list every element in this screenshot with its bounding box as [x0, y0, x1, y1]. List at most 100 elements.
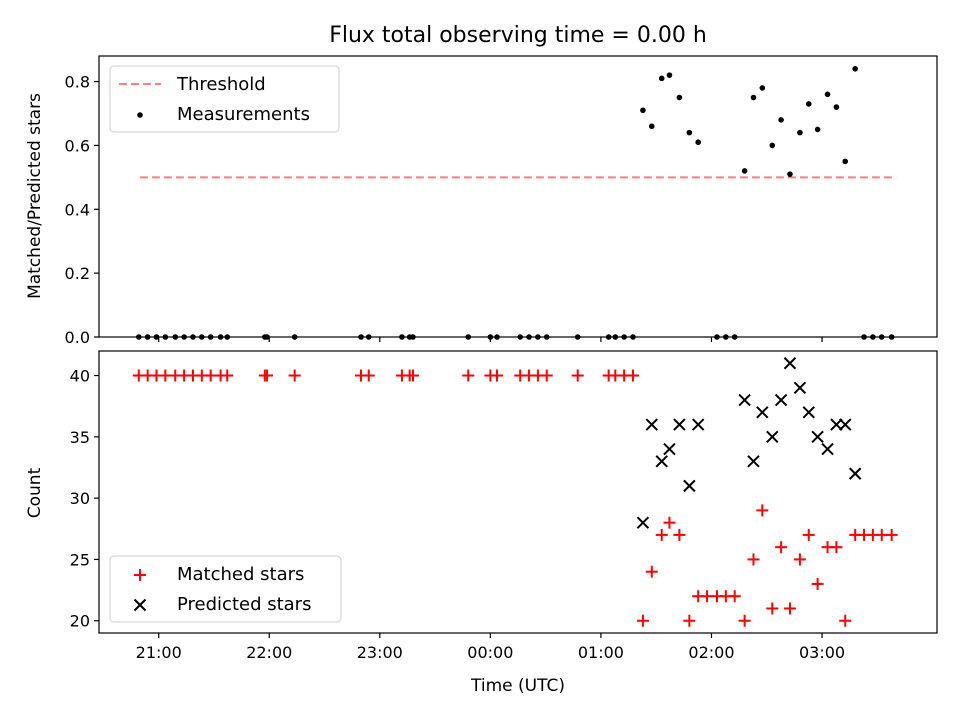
xtick-label: 23:00: [357, 643, 403, 662]
matched-stars-point: [793, 553, 806, 566]
predicted-stars-point-b: [821, 442, 834, 456]
xtick-label: 03:00: [799, 643, 845, 662]
measurements-point: [695, 139, 702, 146]
measurements-point: [787, 171, 793, 177]
predicted-stars-point-b: [738, 393, 751, 407]
xtick-label: 21:00: [136, 643, 182, 662]
legend-label: Predicted stars: [177, 594, 311, 615]
predicted-stars-point-b: [774, 393, 788, 407]
bottom-plot-frame: [98, 350, 938, 634]
matched-stars-point: [221, 369, 234, 382]
predicted-stars-point: [636, 516, 650, 529]
predicted-stars-point: [756, 406, 769, 419]
top-ytick-label: 0.8: [65, 73, 90, 92]
measurements-point: [741, 168, 748, 174]
measurements-point: [686, 129, 693, 136]
top-legend-box: [109, 65, 340, 133]
predicted-stars-point-b: [766, 430, 779, 444]
predicted-stars-point: [766, 430, 779, 444]
matched-stars-point: [540, 369, 553, 382]
matched-stars-point: [839, 614, 852, 627]
predicted-stars-point-b: [673, 418, 686, 431]
x-axis-label: Time (UTC): [470, 676, 565, 696]
predicted-stars-point-b: [683, 479, 696, 493]
predicted-stars-point-b: [848, 467, 862, 480]
predicted-stars-point-b: [756, 406, 769, 419]
top-y-axis-label: Matched/Predicted stars: [25, 93, 45, 299]
predicted-stars-point: [793, 381, 807, 394]
predicted-stars-point-b: [655, 455, 668, 468]
measurements-point: [676, 94, 683, 101]
predicted-stars-point-b: [830, 418, 843, 431]
predicted-stars-point-b: [747, 455, 760, 468]
predicted-stars-point: [783, 357, 797, 370]
bottom-ytick-label: 20: [70, 612, 90, 631]
predicted-stars-point-b: [802, 406, 815, 419]
matched-stars-point: [775, 541, 788, 554]
measurements-point: [750, 94, 757, 101]
predicted-stars-point-b: [839, 418, 852, 431]
predicted-stars-point: [738, 393, 751, 407]
predicted-stars-point-b: [783, 357, 797, 370]
matched-stars-point: [663, 516, 676, 529]
bottom-ytick-label: 40: [70, 367, 90, 386]
legend-matched-stars-swatch: [134, 569, 146, 581]
predicted-stars-point: [830, 418, 843, 431]
xtick-label: 00:00: [467, 643, 513, 662]
matched-stars-point: [406, 369, 419, 382]
bottom-y-axis-label: Count: [25, 467, 45, 518]
legend-predicted-stars-swatch-b: [133, 598, 147, 612]
matched-stars-point: [362, 369, 375, 382]
bottom-legend-box: [109, 555, 342, 623]
matched-stars-point: [626, 369, 639, 382]
predicted-stars-point-b: [636, 516, 650, 529]
bottom-ytick-label: 25: [70, 550, 90, 569]
matched-stars-point: [802, 528, 815, 541]
measurements-point: [648, 123, 655, 130]
predicted-stars-point-b: [793, 381, 807, 394]
matched-stars-point: [811, 577, 824, 590]
predicted-stars-point: [663, 442, 676, 456]
measurements-point: [805, 101, 812, 107]
measurements-point: [640, 107, 646, 114]
bottom-ytick-label: 35: [70, 428, 90, 447]
predicted-stars-point: [821, 442, 834, 456]
matched-stars-point: [738, 614, 751, 627]
measurements-point: [824, 91, 831, 98]
measurements-point: [852, 65, 858, 72]
xtick-label: 22:00: [246, 643, 292, 662]
legend-label: Measurements: [177, 104, 310, 125]
matched-stars-point: [462, 369, 475, 382]
matched-stars-point: [288, 369, 301, 382]
legend-label: Threshold: [176, 74, 266, 95]
predicted-stars-point: [645, 418, 658, 431]
xtick-label: 01:00: [578, 643, 624, 662]
predicted-stars-point: [774, 393, 788, 407]
matched-stars-point: [683, 614, 696, 627]
chart-title: Flux total observing time = 0.00 h: [329, 23, 707, 48]
matched-stars-point: [756, 504, 769, 517]
predicted-stars-point-b: [645, 418, 658, 431]
predicted-stars-point: [811, 430, 824, 444]
matched-stars-point: [830, 541, 843, 554]
measurements-point: [759, 85, 766, 91]
matched-stars-point: [571, 369, 584, 382]
predicted-stars-point-b: [691, 418, 705, 431]
top-plot-frame: [98, 55, 938, 338]
predicted-stars-point: [655, 455, 668, 468]
top-ytick-label: 0.6: [65, 136, 90, 155]
predicted-stars-point: [747, 455, 760, 468]
matched-stars-point: [645, 565, 658, 578]
predicted-stars-point-b: [811, 430, 824, 444]
legend-label: Matched stars: [177, 564, 304, 585]
matched-stars-point: [747, 553, 760, 566]
measurements-point: [842, 158, 849, 165]
legend-predicted-stars-swatch: [133, 598, 147, 612]
measurements-point: [814, 126, 821, 133]
measurements-point: [769, 142, 776, 149]
top-ytick-label: 0.2: [65, 264, 90, 283]
predicted-stars-point: [839, 418, 852, 431]
measurements-point: [666, 72, 673, 78]
predicted-stars-point: [802, 406, 815, 419]
bottom-ytick-label: 30: [70, 489, 90, 508]
